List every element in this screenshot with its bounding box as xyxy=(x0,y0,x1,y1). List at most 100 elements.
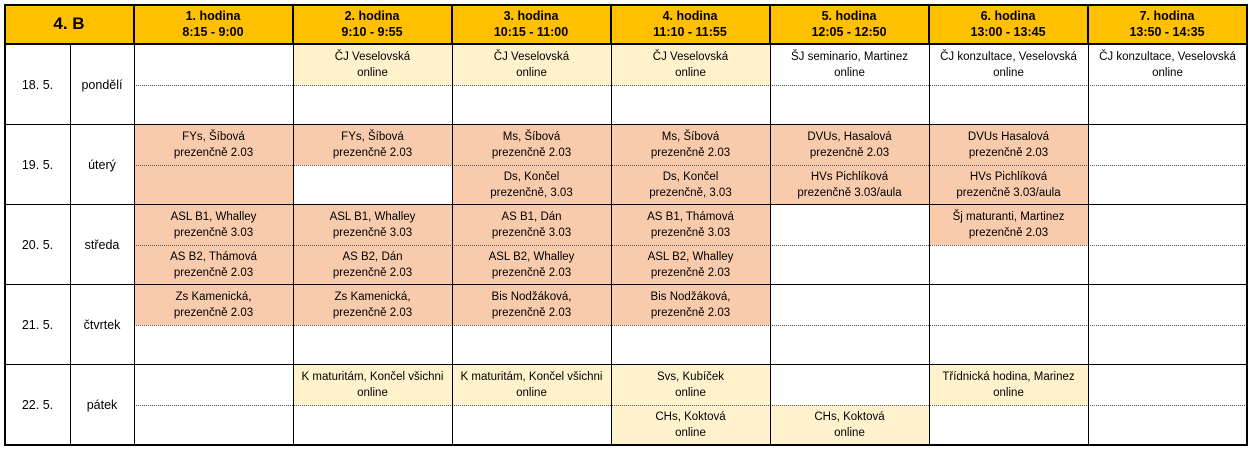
lesson-text: HVs Pichlíková xyxy=(810,171,889,183)
day-cell: pondělí xyxy=(70,45,134,125)
class-header: 4. B xyxy=(5,5,134,45)
lesson-text: prezenčně 2.03 xyxy=(173,307,254,319)
lesson-text: Zs Kamenická, xyxy=(175,291,252,303)
lesson-cell xyxy=(770,285,929,325)
lesson-text: ČJ konzultace, Veselovská xyxy=(940,51,1077,63)
table-border xyxy=(4,4,1248,6)
lesson-cell: DVUs, Hasalová prezenčně 2.03 xyxy=(770,125,929,165)
date: 20. 5. xyxy=(21,238,54,252)
lesson-text: HVs Pichlíková xyxy=(969,171,1048,183)
lesson-cell: Ms, Šíbová prezenčně 2.03 xyxy=(611,125,770,165)
period-header: 1. hodina 8:15 - 9:00 xyxy=(134,5,293,45)
period-header: 7. hodina 13:50 - 14:35 xyxy=(1088,5,1247,45)
lesson-cell xyxy=(134,45,293,85)
lesson-text: online xyxy=(675,387,706,399)
lesson-text: ASL B2, Whalley xyxy=(647,251,734,263)
lesson-cell: Zs Kamenická, prezenčně 2.03 xyxy=(293,285,452,325)
period-header: 5. hodina 12:05 - 12:50 xyxy=(770,5,929,45)
lesson-cell xyxy=(929,285,1088,325)
lesson-text: prezenčně 2.03 xyxy=(491,147,572,159)
day-name: čtvrtek xyxy=(83,318,121,332)
lesson-text: Bis Nodžáková, xyxy=(650,291,731,303)
lesson-cell: HVs Pichlíková prezenčně 3.03/aula xyxy=(929,165,1088,205)
lesson-cell xyxy=(929,85,1088,125)
lesson-text: DVUs, Hasalová xyxy=(807,131,892,143)
date-cell: 22. 5. xyxy=(5,365,70,445)
lesson-text: prezenčně 2.03 xyxy=(650,307,731,319)
lesson-cell: Ds, Končel prezenčně, 3.03 xyxy=(452,165,611,205)
lesson-cell: ASL B2, Whalley prezenčně 2.03 xyxy=(452,245,611,285)
lesson-text: K maturitám, Končel všichni xyxy=(301,371,444,383)
day-cell: úterý xyxy=(70,125,134,205)
lesson-cell xyxy=(770,245,929,285)
lesson-cell: AS B1, Dán prezenčně 3.03 xyxy=(452,205,611,245)
lesson-text: prezenčně 2.03 xyxy=(491,267,572,279)
date-cell: 21. 5. xyxy=(5,285,70,365)
lesson-text: ČJ Veselovská xyxy=(493,51,570,63)
lesson-cell xyxy=(134,325,293,365)
lesson-cell xyxy=(1088,85,1247,125)
period-name: 3. hodina xyxy=(503,9,559,23)
period-time: 13:00 - 13:45 xyxy=(970,25,1046,39)
lesson-cell xyxy=(1088,285,1247,325)
date-cell: 18. 5. xyxy=(5,45,70,125)
period-time: 10:15 - 11:00 xyxy=(493,25,569,39)
lesson-text: prezenčně 3.03 xyxy=(650,227,731,239)
lesson-text: prezenčně 2.03 xyxy=(173,267,254,279)
lesson-cell xyxy=(770,85,929,125)
day-cell: pátek xyxy=(70,365,134,445)
lesson-text: prezenčně, 3.03 xyxy=(649,187,732,199)
lesson-cell: K maturitám, Končel všichni online xyxy=(452,365,611,405)
lesson-text: online xyxy=(993,67,1024,79)
lesson-cell xyxy=(134,365,293,405)
lesson-text: AS B1, Thámová xyxy=(647,211,734,223)
period-time: 12:05 - 12:50 xyxy=(811,25,887,39)
lesson-text: AS B1, Dán xyxy=(501,211,562,223)
lesson-cell: Bis Nodžáková, prezenčně 2.03 xyxy=(611,285,770,325)
period-name: 4. hodina xyxy=(662,9,718,23)
lesson-text: Ds, Končel xyxy=(662,171,719,183)
lesson-cell: Ms, Šíbová prezenčně 2.03 xyxy=(452,125,611,165)
sub-row-separator xyxy=(134,85,1247,86)
column-border xyxy=(929,5,930,445)
sub-row-separator xyxy=(134,245,1247,246)
lesson-cell: Svs, Kubíček online xyxy=(611,365,770,405)
date-cell: 20. 5. xyxy=(5,205,70,285)
lesson-cell: Ds, Končel prezenčně, 3.03 xyxy=(611,165,770,205)
lesson-text: CHs, Koktová xyxy=(814,411,885,423)
lesson-cell xyxy=(134,405,293,445)
date-cell: 19. 5. xyxy=(5,125,70,205)
lesson-cell xyxy=(611,325,770,365)
lesson-text: prezenčně 2.03 xyxy=(968,227,1049,239)
lesson-cell xyxy=(134,85,293,125)
lesson-cell: AS B2, Thámová prezenčně 2.03 xyxy=(134,245,293,285)
period-time: 9:10 - 9:55 xyxy=(341,25,403,39)
lesson-cell xyxy=(1088,405,1247,445)
lesson-text: prezenčně 3.03/aula xyxy=(956,187,1061,199)
row-border xyxy=(5,124,1247,125)
lesson-text: Zs Kamenická, xyxy=(334,291,411,303)
lesson-text: FYs, Šíbová xyxy=(182,131,245,143)
lesson-text: Bis Nodžáková, xyxy=(491,291,572,303)
lesson-cell xyxy=(1088,365,1247,405)
lesson-text: AS B2, Thámová xyxy=(170,251,257,263)
lesson-cell xyxy=(770,365,929,405)
lesson-text: prezenčně 3.03 xyxy=(491,227,572,239)
lesson-text: ASL B1, Whalley xyxy=(170,211,257,223)
date: 22. 5. xyxy=(21,398,54,412)
period-name: 1. hodina xyxy=(185,9,241,23)
lesson-cell: ASL B1, Whalley prezenčně 3.03 xyxy=(134,205,293,245)
lesson-cell: CHs, Koktová online xyxy=(611,405,770,445)
date: 18. 5. xyxy=(21,78,54,92)
lesson-cell xyxy=(134,165,293,205)
lesson-text: DVUs Hasalová xyxy=(967,131,1050,143)
column-border xyxy=(611,5,612,445)
lesson-text: online xyxy=(834,67,865,79)
lesson-text: ČJ konzultace, Veselovská xyxy=(1099,51,1236,63)
lesson-cell: Šj maturanti, Martinez prezenčně 2.03 xyxy=(929,205,1088,245)
lesson-text: prezenčně, 3.03 xyxy=(490,187,573,199)
lesson-cell xyxy=(452,325,611,365)
period-time: 8:15 - 9:00 xyxy=(182,25,244,39)
lesson-text: Ms, Šíbová xyxy=(661,131,720,143)
lesson-text: prezenčně 2.03 xyxy=(650,147,731,159)
